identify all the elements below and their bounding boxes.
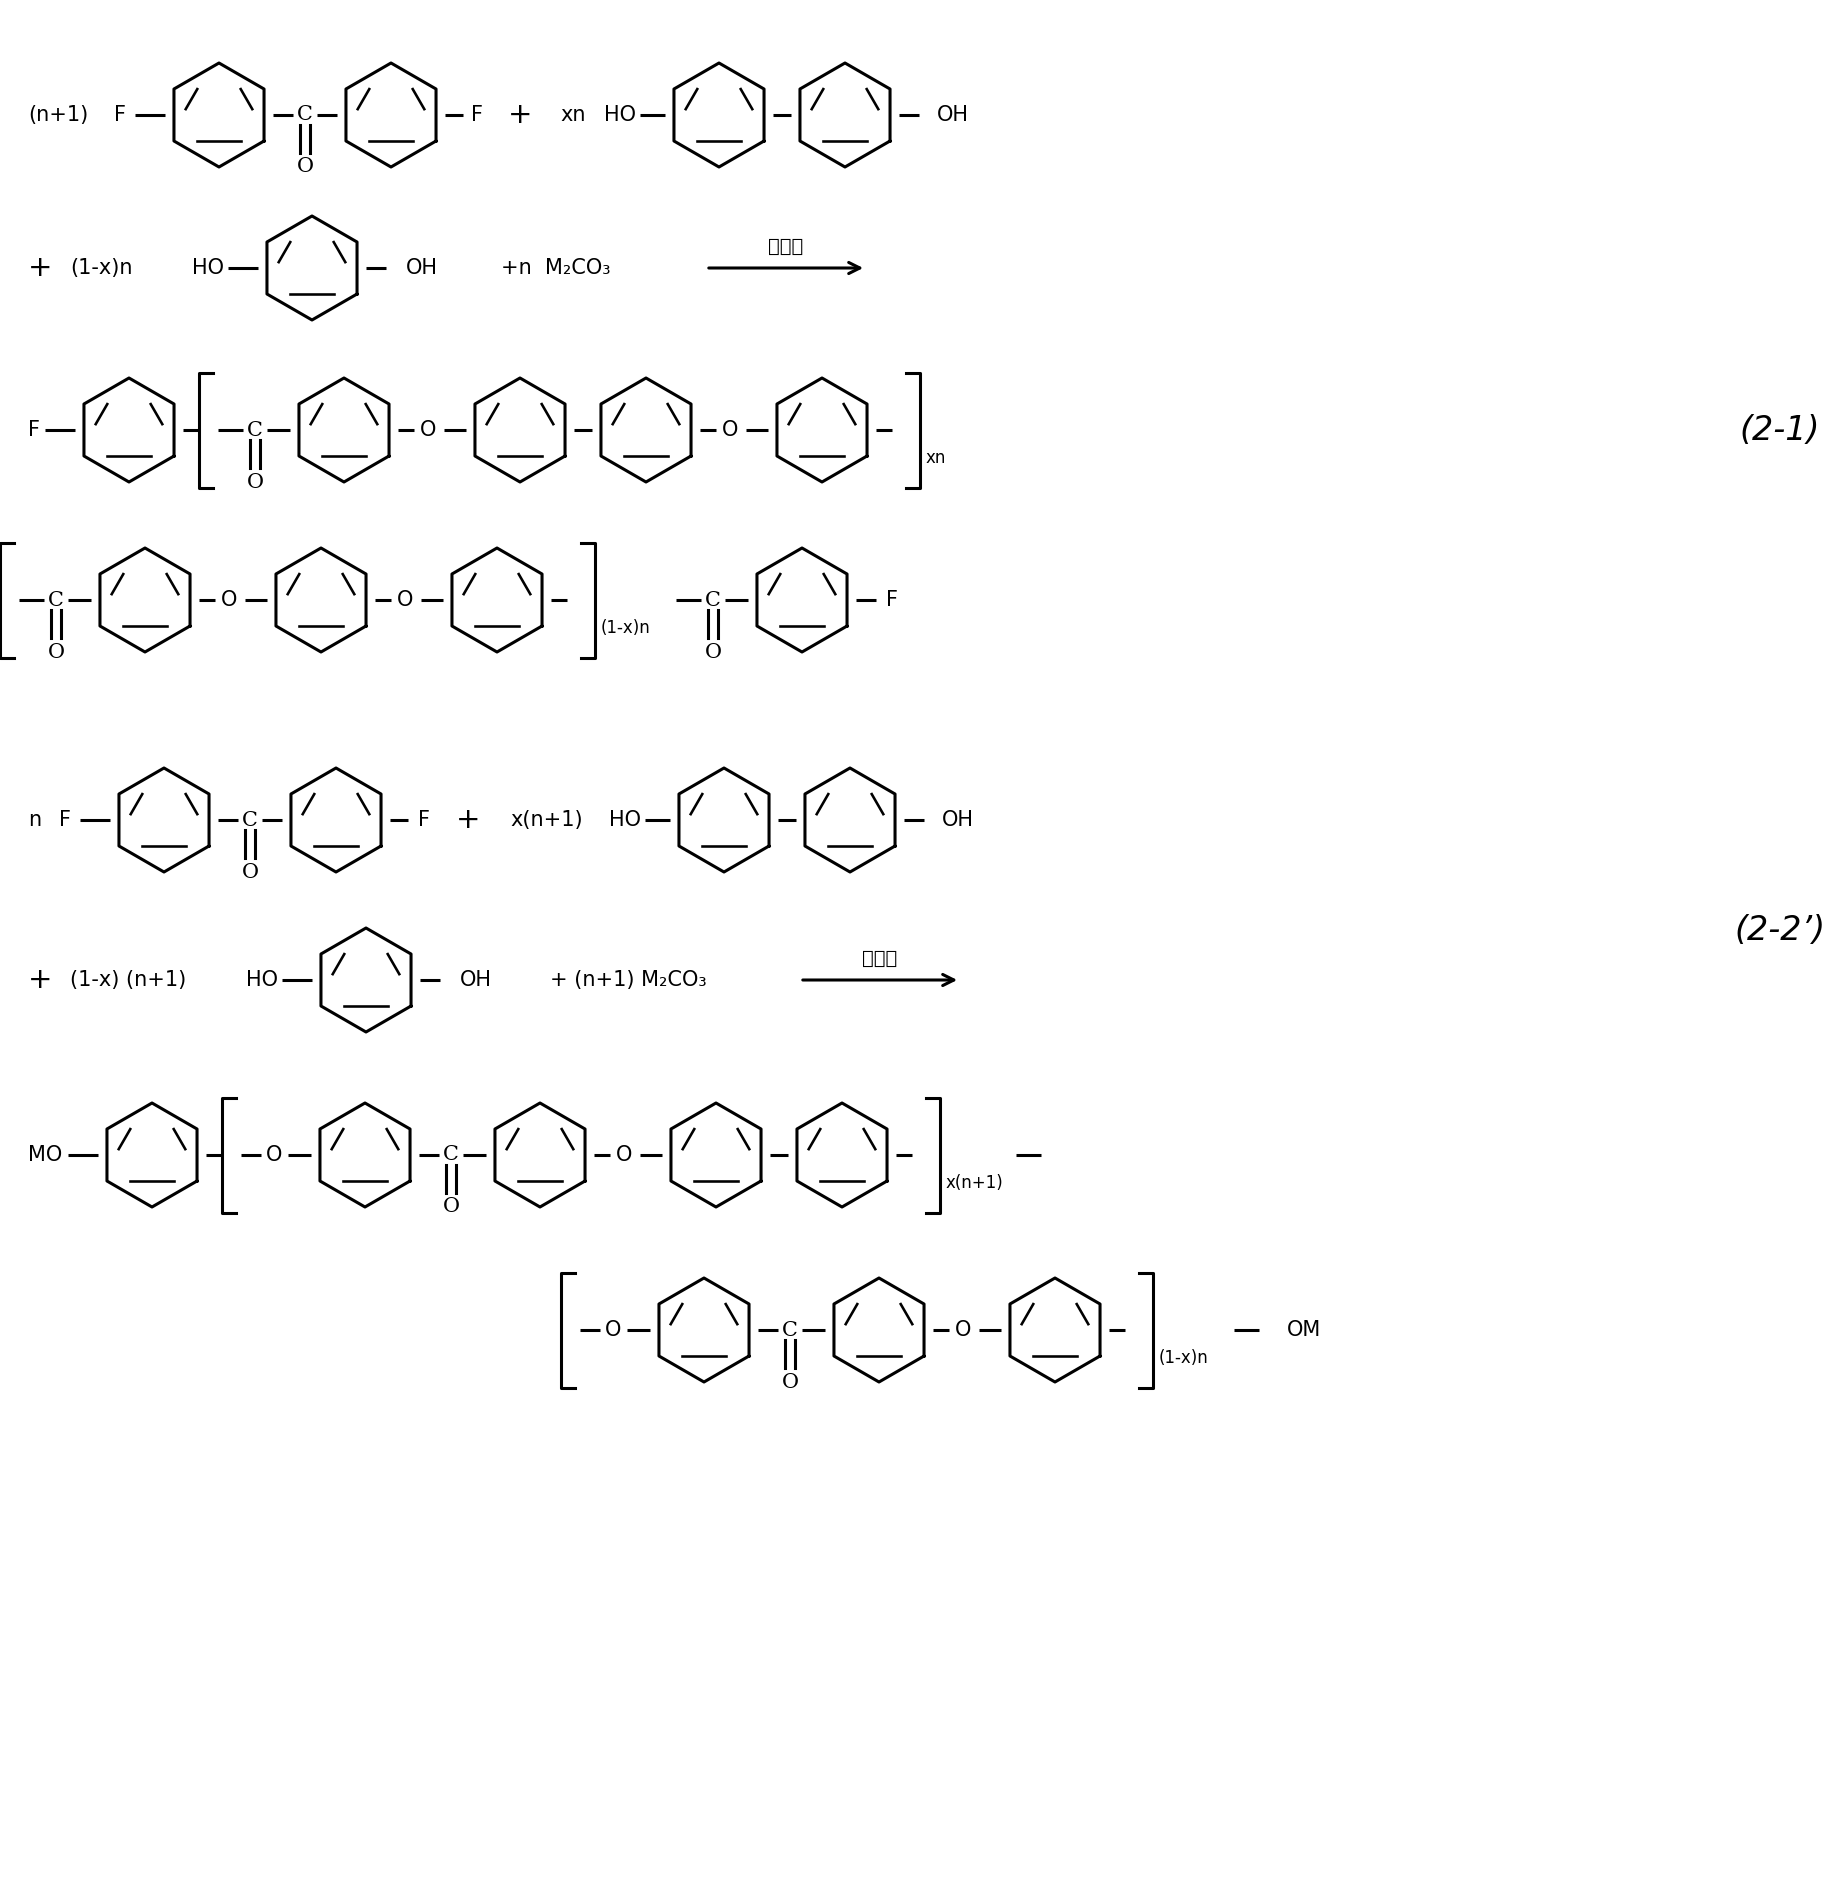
- Text: (2-2’): (2-2’): [1734, 913, 1825, 947]
- Text: OM: OM: [1288, 1321, 1321, 1340]
- Text: (1-x) (n+1): (1-x) (n+1): [70, 970, 186, 991]
- Text: F: F: [114, 106, 125, 125]
- Text: HO: HO: [245, 970, 279, 991]
- Text: +: +: [456, 806, 480, 834]
- Text: O: O: [397, 591, 413, 610]
- Text: OH: OH: [459, 970, 493, 991]
- Text: C: C: [48, 591, 65, 610]
- Text: OH: OH: [943, 810, 974, 830]
- Text: O: O: [247, 472, 264, 491]
- Text: OH: OH: [406, 259, 437, 277]
- Text: C: C: [705, 591, 721, 610]
- Text: +: +: [28, 255, 52, 281]
- Text: O: O: [956, 1321, 970, 1340]
- Text: MO: MO: [28, 1145, 63, 1164]
- Text: x(n+1): x(n+1): [946, 1174, 1004, 1193]
- Text: O: O: [782, 1372, 799, 1391]
- Text: F: F: [886, 591, 899, 610]
- Text: O: O: [48, 642, 65, 662]
- Text: HO: HO: [609, 810, 640, 830]
- Text: (n+1): (n+1): [28, 106, 89, 125]
- Text: C: C: [247, 421, 264, 440]
- Text: (2-1): (2-1): [1740, 413, 1821, 447]
- Text: C: C: [297, 106, 314, 125]
- Text: +: +: [507, 102, 531, 128]
- Text: C: C: [443, 1145, 459, 1164]
- Text: F: F: [470, 106, 483, 125]
- Text: F: F: [419, 810, 430, 830]
- Text: F: F: [28, 421, 41, 440]
- Text: F: F: [59, 810, 70, 830]
- Text: (1-x)n: (1-x)n: [70, 259, 133, 277]
- Text: O: O: [221, 591, 238, 610]
- Text: xn: xn: [926, 449, 946, 466]
- Text: (1-x)n: (1-x)n: [601, 619, 651, 638]
- Text: O: O: [705, 642, 721, 662]
- Text: O: O: [297, 157, 314, 177]
- Text: HO: HO: [192, 259, 223, 277]
- Text: O: O: [721, 421, 738, 440]
- Text: O: O: [421, 421, 435, 440]
- Text: O: O: [605, 1321, 622, 1340]
- Text: 环丁硢: 环丁硢: [768, 236, 804, 255]
- Text: C: C: [242, 811, 258, 830]
- Text: + (n+1) M₂CO₃: + (n+1) M₂CO₃: [550, 970, 707, 991]
- Text: (1-x)n: (1-x)n: [1159, 1349, 1208, 1366]
- Text: OH: OH: [937, 106, 969, 125]
- Text: O: O: [616, 1145, 633, 1164]
- Text: O: O: [242, 862, 258, 881]
- Text: 环丁硢: 环丁硢: [862, 949, 899, 968]
- Text: x(n+1): x(n+1): [509, 810, 583, 830]
- Text: HO: HO: [603, 106, 637, 125]
- Text: n: n: [28, 810, 41, 830]
- Text: O: O: [266, 1145, 282, 1164]
- Text: +: +: [28, 966, 52, 994]
- Text: C: C: [782, 1321, 797, 1340]
- Text: +n  M₂CO₃: +n M₂CO₃: [502, 259, 611, 277]
- Text: xn: xn: [561, 106, 585, 125]
- Text: O: O: [443, 1198, 459, 1217]
